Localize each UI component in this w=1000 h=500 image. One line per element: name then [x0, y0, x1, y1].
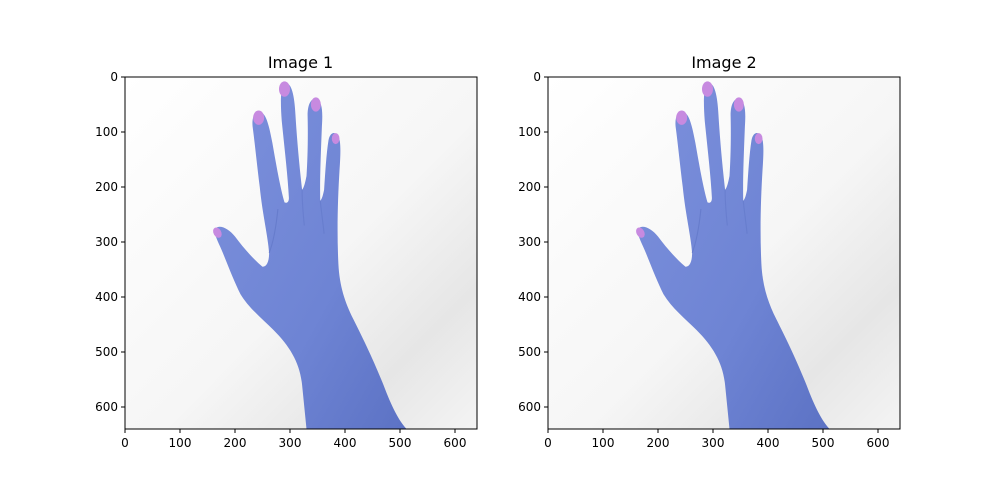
y-tick-label: 100	[95, 125, 118, 139]
x-tick-label: 500	[389, 436, 412, 450]
x-axis: 0 100 200 300 400 500 600	[544, 429, 889, 450]
panel-2: Image 2 0 100 200 300 400 500 600 0 100 200 300 40…	[518, 53, 901, 450]
y-tick-label: 100	[518, 125, 541, 139]
x-tick-label: 200	[224, 436, 247, 450]
x-tick-label: 600	[867, 436, 890, 450]
y-axis: 0 100 200 300 400 500 600	[95, 70, 125, 414]
x-tick-label: 0	[544, 436, 552, 450]
y-tick-label: 600	[95, 400, 118, 414]
y-tick-label: 200	[95, 180, 118, 194]
y-tick-label: 400	[518, 290, 541, 304]
x-tick-label: 400	[757, 436, 780, 450]
y-tick-label: 400	[95, 290, 118, 304]
x-tick-label: 300	[702, 436, 725, 450]
x-tick-label: 200	[647, 436, 670, 450]
y-axis: 0 100 200 300 400 500 600	[518, 70, 548, 414]
x-tick-label: 600	[444, 436, 467, 450]
y-tick-label: 0	[533, 70, 541, 84]
y-tick-label: 300	[95, 235, 118, 249]
y-tick-label: 200	[518, 180, 541, 194]
x-tick-label: 500	[812, 436, 835, 450]
y-tick-label: 300	[518, 235, 541, 249]
y-tick-label: 0	[110, 70, 118, 84]
panel-title: Image 2	[691, 53, 756, 72]
y-tick-label: 600	[518, 400, 541, 414]
x-tick-label: 0	[121, 436, 129, 450]
panel-1: Image 1 0 100 200 300 400 500 600 0 100 200 300 40…	[95, 53, 478, 450]
axes-frame	[124, 76, 478, 430]
x-tick-label: 100	[169, 436, 192, 450]
panel-title: Image 1	[268, 53, 333, 72]
y-tick-label: 500	[518, 345, 541, 359]
x-tick-label: 300	[279, 436, 302, 450]
axes-frame	[547, 76, 901, 430]
x-axis: 0 100 200 300 400 500 600	[121, 429, 466, 450]
x-tick-label: 400	[334, 436, 357, 450]
x-tick-label: 100	[592, 436, 615, 450]
image-area	[548, 77, 900, 430]
y-tick-label: 500	[95, 345, 118, 359]
image-area	[125, 77, 477, 430]
